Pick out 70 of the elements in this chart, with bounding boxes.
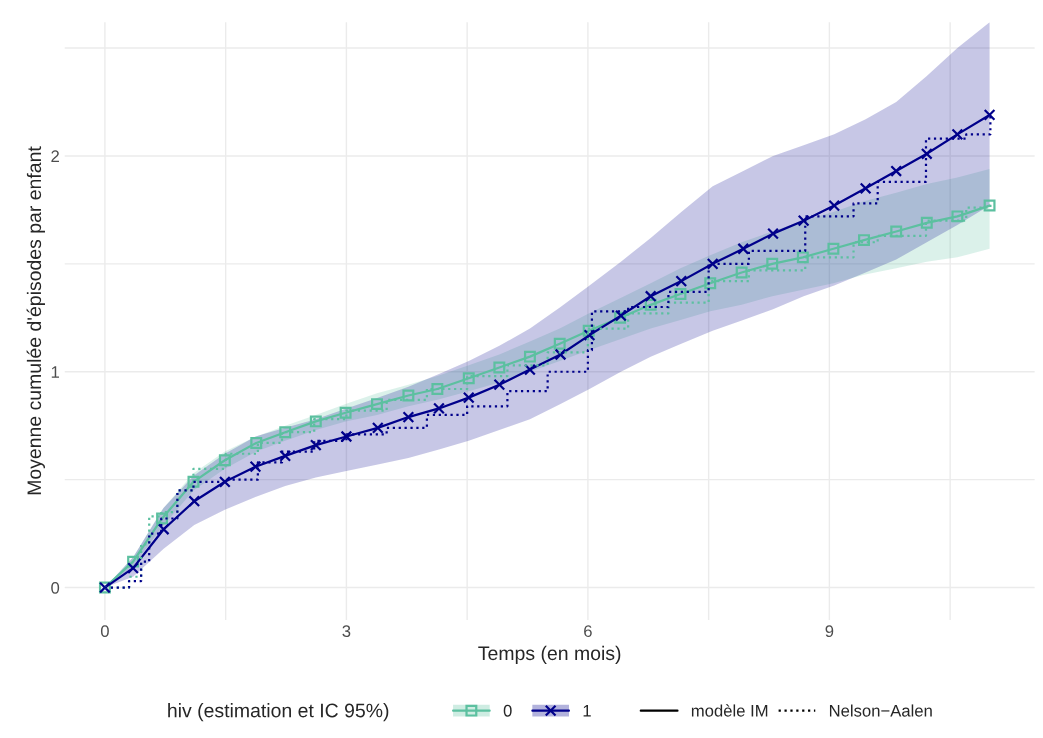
point [582,324,595,337]
x-tick-label: 9 [825,625,834,638]
point [250,436,263,449]
point [188,495,201,508]
y-tick-label: 1 [51,366,59,378]
point [951,210,964,223]
x-axis-title: Temps (en mois) [478,645,621,664]
text: modèle IM [691,704,768,717]
point [523,363,536,376]
legend-label: 1 [583,705,591,717]
point [462,372,475,385]
point [127,555,140,568]
y-tick-label: 0 [51,581,60,594]
x-tick-label: 0 [100,625,109,638]
point [402,389,415,402]
x-tick-label: 3 [342,625,351,638]
legend-title: hiv (estimation et IC 95%) [168,703,389,722]
y-tick-label: 2 [51,150,59,162]
point [523,350,536,363]
point [828,199,841,212]
point [766,257,779,270]
point [704,277,717,290]
point [309,439,322,452]
text: Nelson−Aalen [829,704,932,717]
point [493,378,506,391]
point [279,449,292,462]
legend-label: 0 [503,704,512,717]
point [462,391,475,404]
point [402,411,415,424]
point [340,430,353,443]
point [157,523,170,536]
point [951,128,964,141]
point [983,108,996,121]
point [920,216,933,229]
x-tick-label: 6 [584,625,592,638]
point [371,421,384,434]
point [583,329,596,342]
point [858,234,870,247]
point [767,227,780,240]
point [983,199,996,212]
point [553,337,566,350]
point [737,242,750,255]
point [859,182,872,195]
point [309,415,322,428]
point [554,348,567,361]
point [371,398,383,411]
point [218,475,231,488]
point [890,165,903,178]
point [644,290,657,303]
point [187,475,200,488]
point [890,225,903,238]
point [797,214,810,227]
point [279,426,292,439]
point [218,454,231,467]
point [249,460,262,473]
point [674,288,687,301]
point [735,266,748,279]
point [827,242,840,255]
point [920,147,933,160]
point [156,512,169,525]
point [796,251,809,264]
point [431,383,444,395]
point [493,361,506,374]
point [339,406,352,419]
point [675,275,688,288]
point [127,562,140,575]
point [706,257,719,270]
point [644,298,657,311]
point [433,402,445,415]
y-axis-title: Moyenne cumulée d'épisodes par enfant [26,146,45,495]
